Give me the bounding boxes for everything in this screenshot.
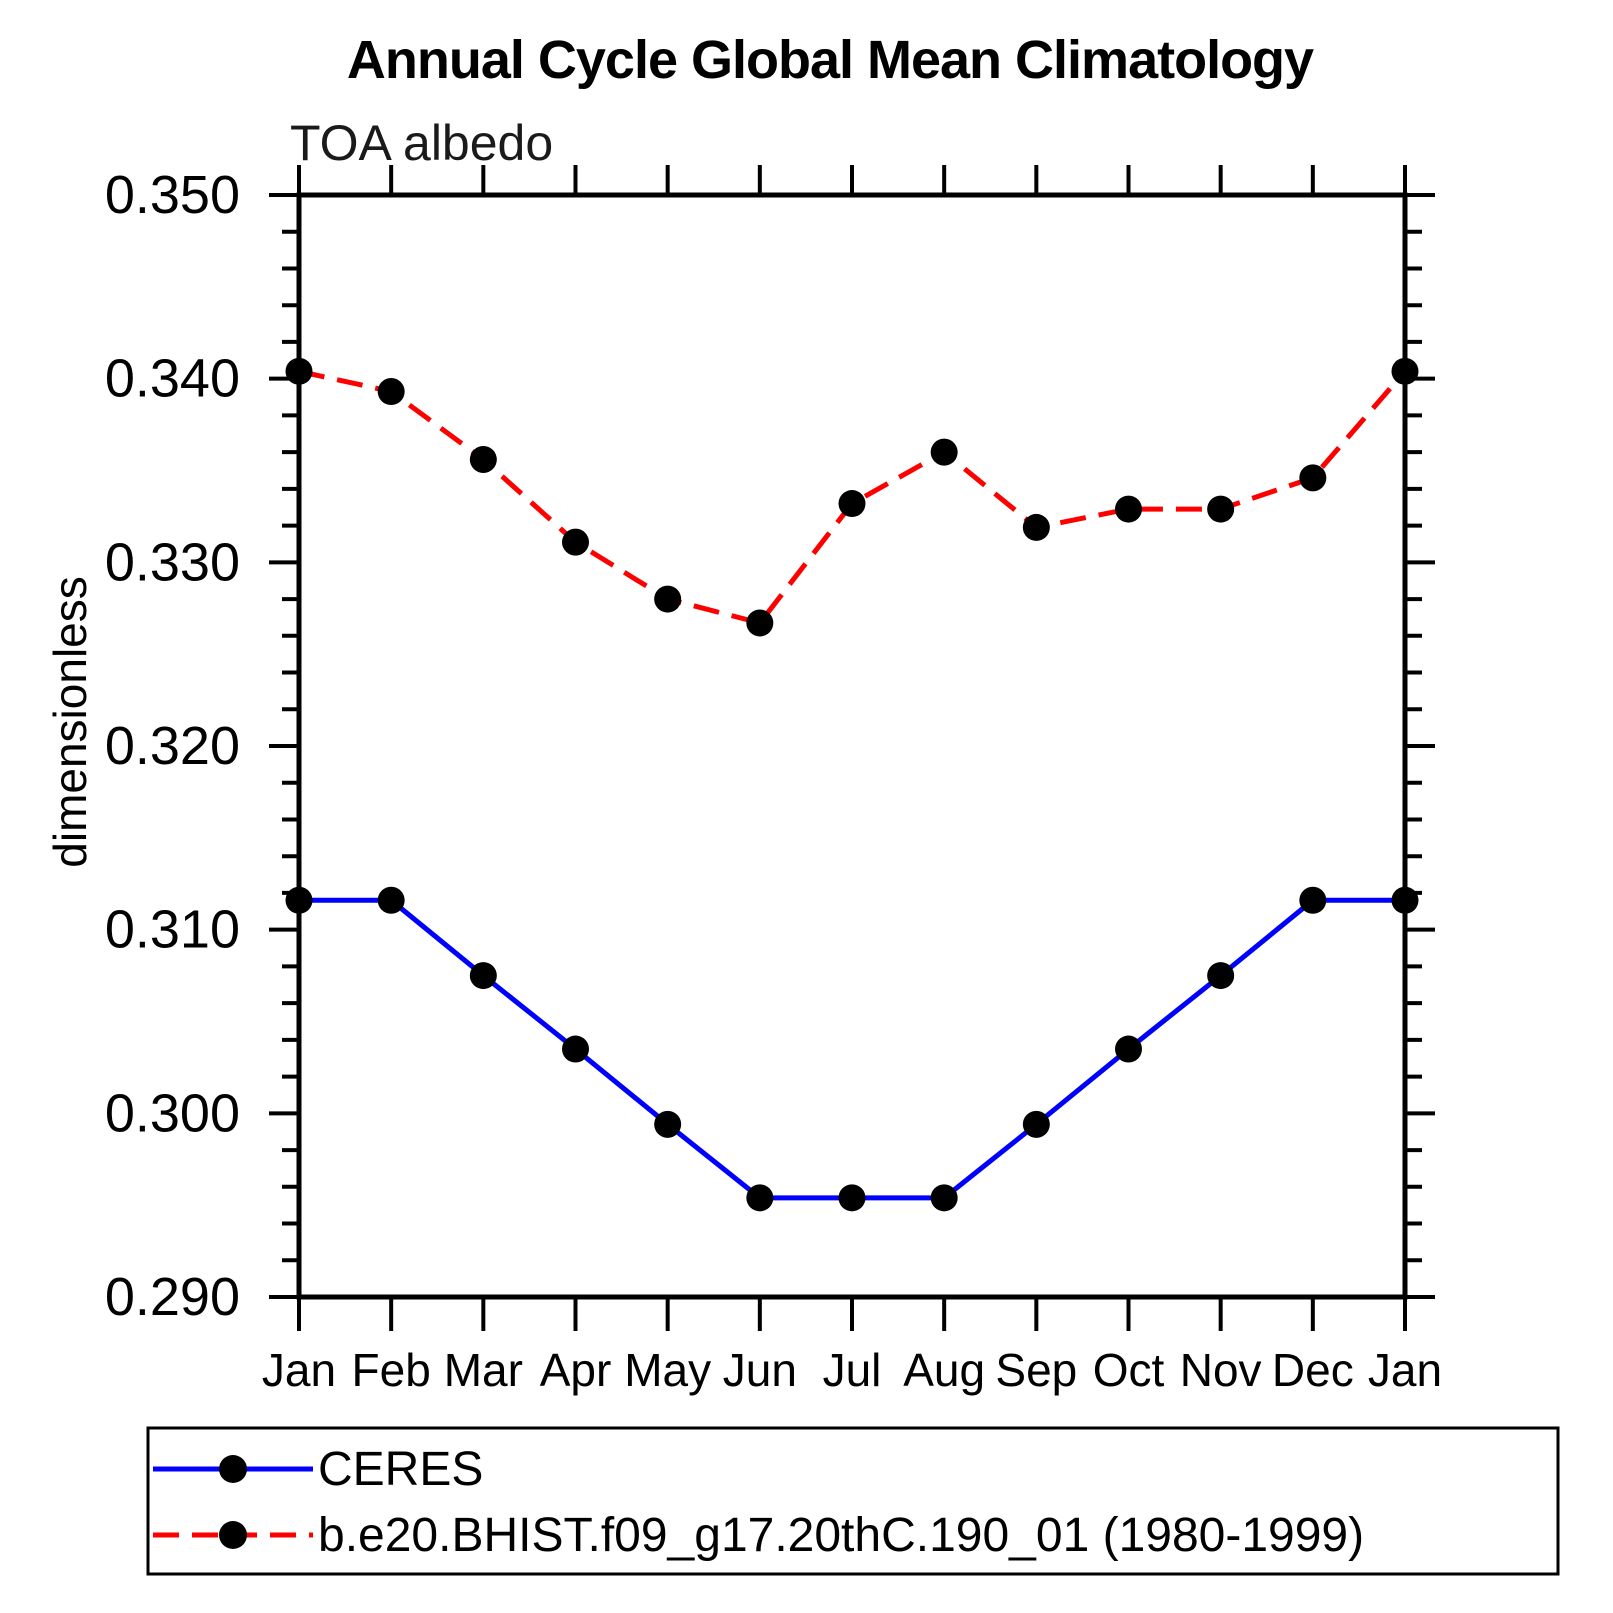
x-tick-label: Jan bbox=[1368, 1344, 1442, 1396]
data-point-marker bbox=[562, 1035, 589, 1063]
x-tick-label: Nov bbox=[1180, 1344, 1262, 1396]
data-point-marker bbox=[285, 357, 313, 385]
x-tick-label: Jul bbox=[823, 1344, 882, 1396]
x-tick-label: Oct bbox=[1093, 1344, 1165, 1396]
y-tick-label: 0.310 bbox=[105, 900, 240, 960]
y-tick-label: 0.330 bbox=[105, 532, 240, 592]
x-tick-label: Jun bbox=[723, 1344, 797, 1396]
x-tick-label: Aug bbox=[903, 1344, 985, 1396]
data-point-marker bbox=[1207, 495, 1235, 523]
data-point-marker bbox=[377, 886, 405, 914]
y-tick-label: 0.320 bbox=[105, 716, 240, 776]
data-point-marker bbox=[654, 585, 682, 613]
data-point-marker bbox=[746, 1184, 774, 1212]
data-point-marker bbox=[1391, 357, 1419, 385]
data-point-marker bbox=[1299, 464, 1327, 492]
data-point-marker bbox=[469, 962, 497, 990]
data-point-marker bbox=[377, 378, 405, 406]
x-tick-label: Jan bbox=[262, 1344, 336, 1396]
data-point-marker bbox=[1115, 495, 1142, 523]
data-point-marker bbox=[1022, 513, 1050, 541]
data-point-marker bbox=[1207, 962, 1235, 990]
legend-box bbox=[146, 1426, 1560, 1576]
data-point-marker bbox=[930, 1184, 958, 1212]
data-point-marker bbox=[469, 445, 497, 473]
data-point-marker bbox=[746, 609, 774, 637]
legend-marker-sample-1 bbox=[219, 1521, 247, 1549]
data-point-marker bbox=[1299, 886, 1327, 914]
x-tick-label: Sep bbox=[995, 1344, 1077, 1396]
data-point-marker bbox=[1022, 1110, 1050, 1138]
x-tick-label: Dec bbox=[1272, 1344, 1354, 1396]
y-tick-label: 0.340 bbox=[105, 349, 240, 409]
x-tick-label: Mar bbox=[444, 1344, 523, 1396]
data-point-marker bbox=[1115, 1035, 1142, 1063]
y-tick-label: 0.290 bbox=[105, 1267, 240, 1327]
data-point-marker bbox=[838, 490, 866, 518]
data-point-marker bbox=[562, 528, 589, 556]
x-tick-label: Feb bbox=[352, 1344, 431, 1396]
data-point-marker bbox=[1391, 886, 1419, 914]
x-tick-label: May bbox=[624, 1344, 711, 1396]
legend-marker-sample-0 bbox=[219, 1455, 247, 1483]
legend-box-group: CERES b.e20.BHIST.f09_g17.20thC.190_01 (1… bbox=[146, 1426, 1560, 1576]
legend-entry-label: b.e20.BHIST.f09_g17.20thC.190_01 (1980-1… bbox=[318, 1509, 1364, 1562]
plot-area: Jan Feb Mar Apr May Jun Jul Aug Sep Oct Nov Dec Jan 0… bbox=[105, 165, 1442, 1396]
chart-title: Annual Cycle Global Mean Climatology bbox=[347, 30, 1314, 90]
series-line-0 bbox=[299, 897, 1405, 1201]
legend-entry-label: CERES bbox=[318, 1443, 483, 1496]
data-point-marker bbox=[654, 1110, 682, 1138]
y-tick-label: 0.300 bbox=[105, 1083, 240, 1143]
data-point-marker bbox=[930, 438, 958, 466]
x-tick-label: Apr bbox=[540, 1344, 612, 1396]
chart-subtitle: TOA albedo bbox=[290, 115, 553, 171]
axis-frame bbox=[296, 192, 1408, 1300]
y-tick-label: 0.350 bbox=[105, 165, 240, 225]
data-point-marker bbox=[285, 886, 313, 914]
data-point-marker bbox=[838, 1184, 866, 1212]
y-axis-label: dimensionless bbox=[44, 576, 96, 867]
